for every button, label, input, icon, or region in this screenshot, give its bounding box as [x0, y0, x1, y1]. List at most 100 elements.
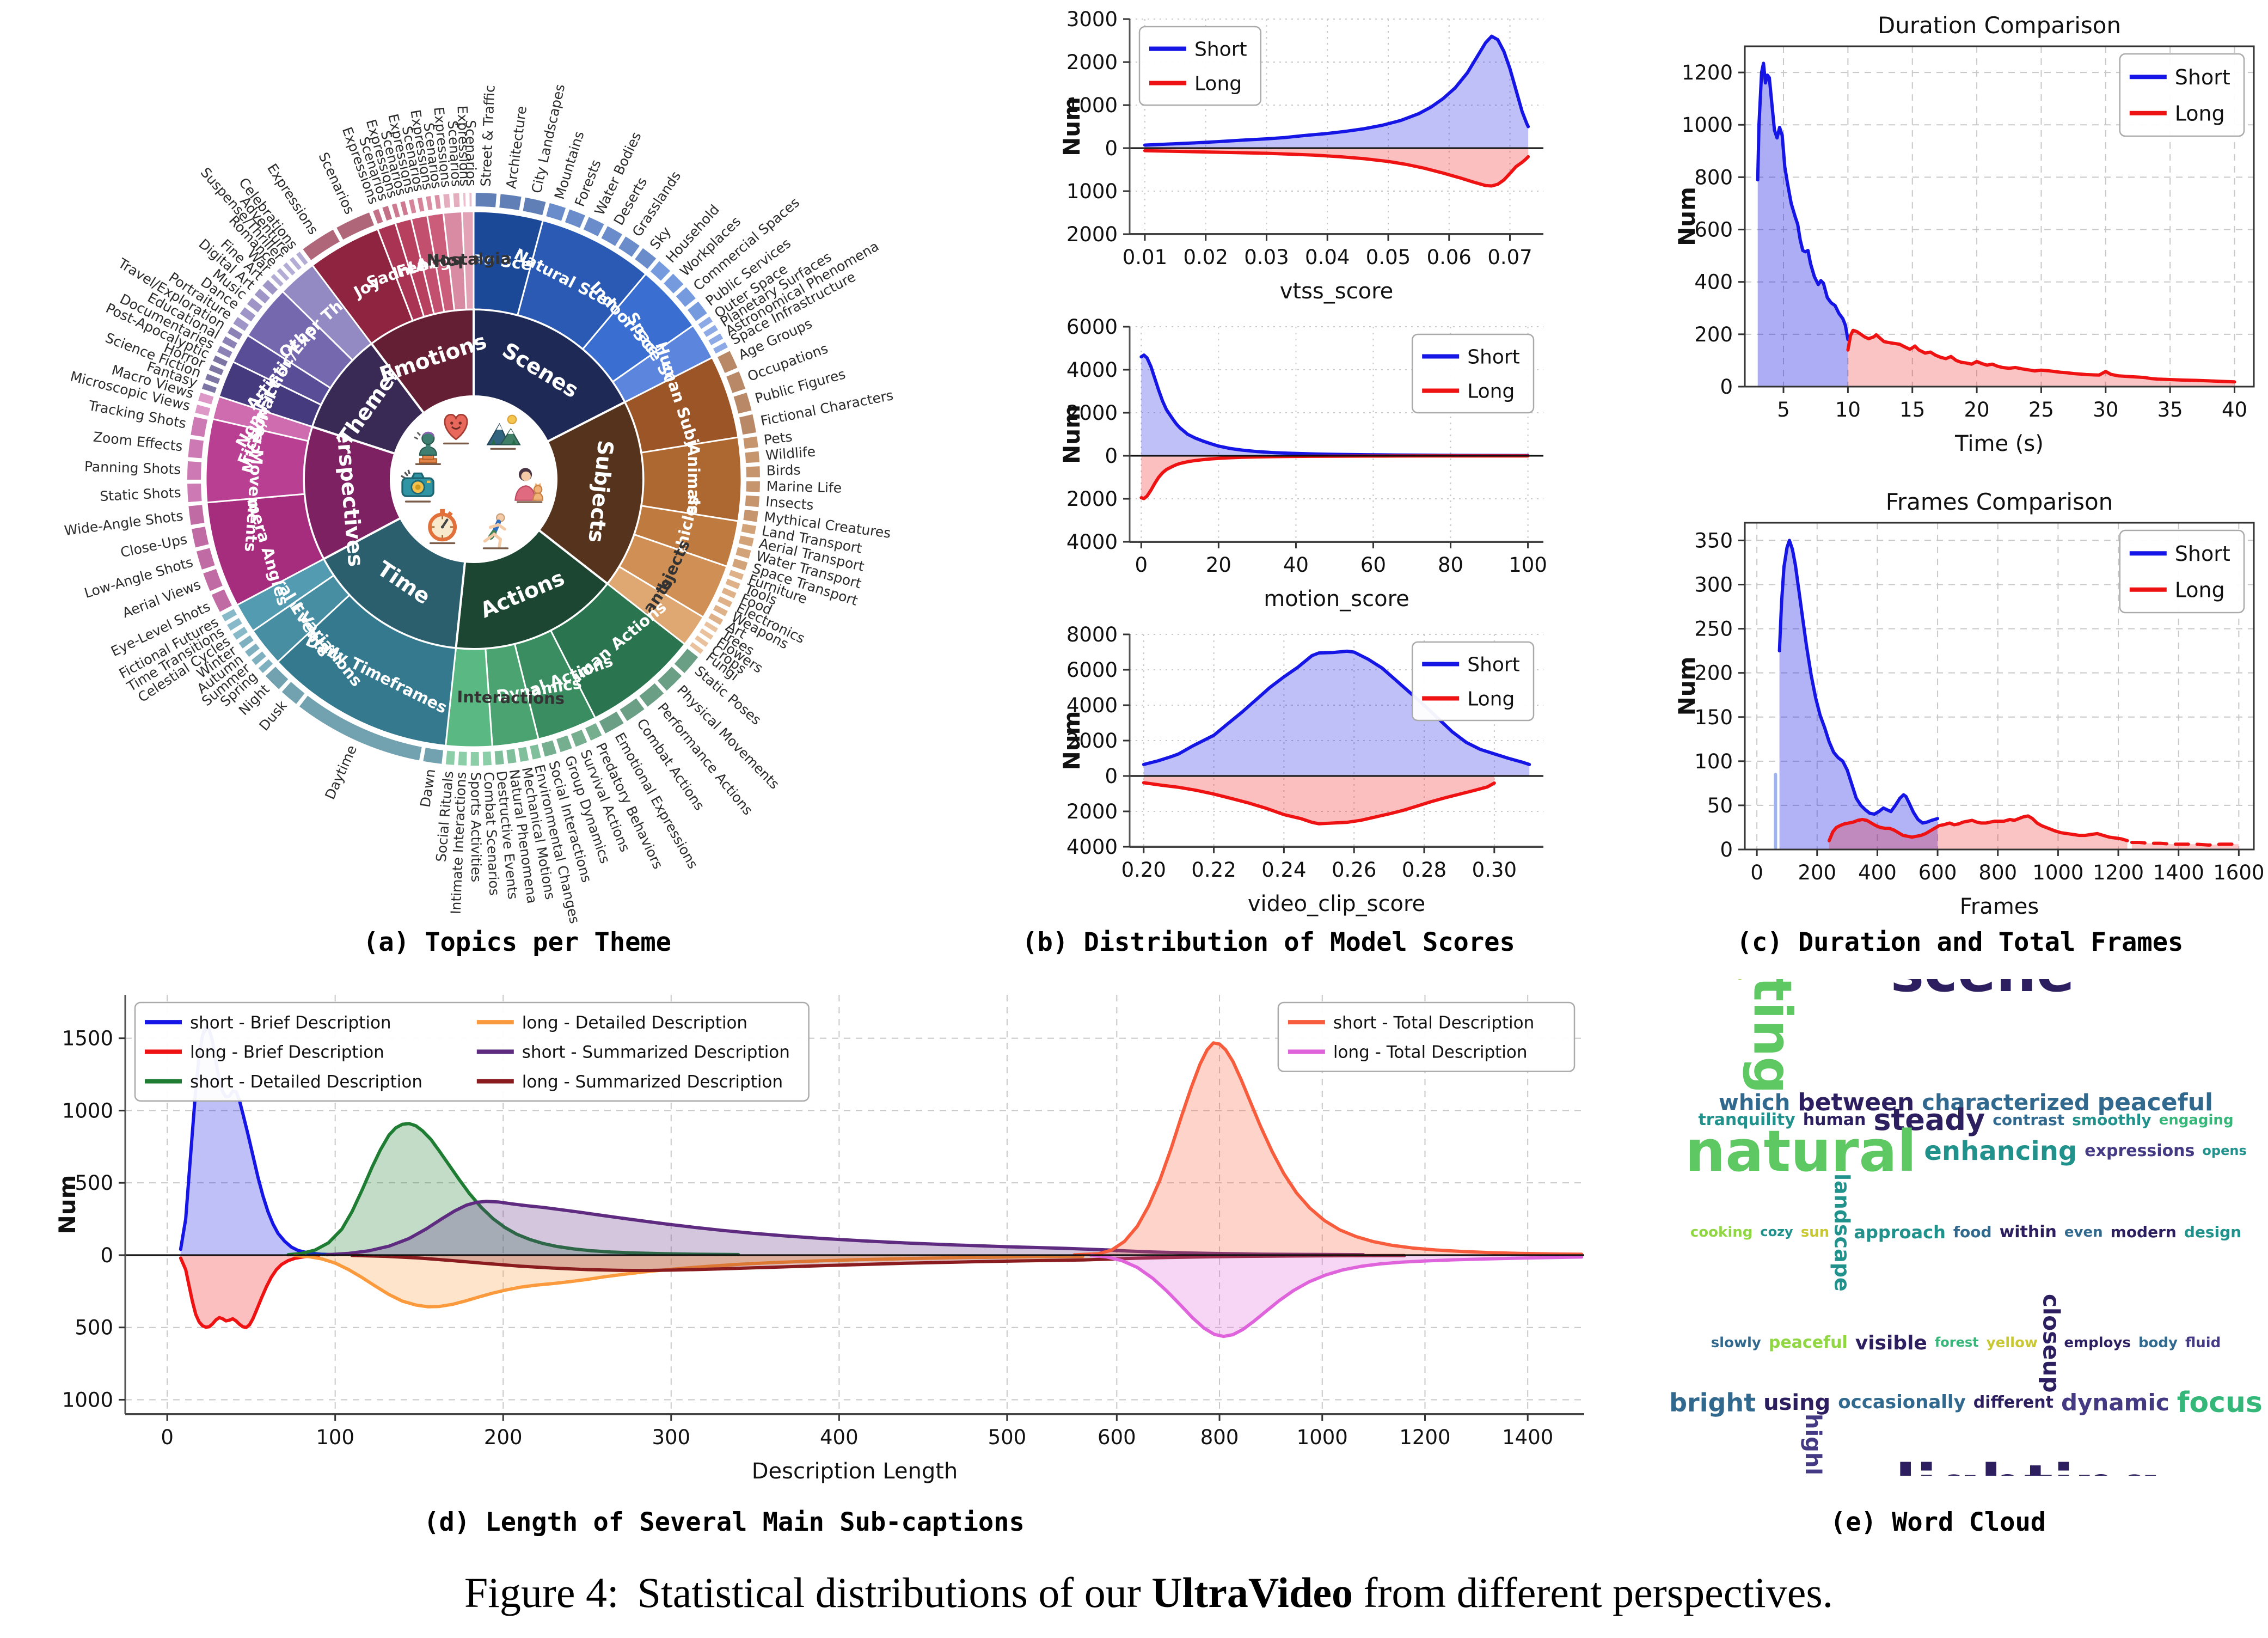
- svg-text:300: 300: [652, 1426, 690, 1449]
- svg-text:Short: Short: [2175, 65, 2230, 89]
- svg-text:1000: 1000: [2032, 861, 2083, 884]
- svg-text:600: 600: [1098, 1426, 1136, 1449]
- svg-text:Num: Num: [54, 1175, 81, 1234]
- cloud-word: even: [2064, 1224, 2103, 1240]
- svg-text:0.22: 0.22: [1191, 858, 1236, 882]
- svg-text:Num: Num: [1674, 187, 1700, 246]
- svg-text:1000: 1000: [62, 1099, 113, 1122]
- svg-text:80: 80: [1438, 553, 1463, 577]
- svg-text:short - Summarized Description: short - Summarized Description: [522, 1043, 790, 1062]
- svg-text:0.02: 0.02: [1184, 246, 1228, 269]
- svg-text:200: 200: [1798, 861, 1836, 884]
- figure-caption-prefix: Figure 4:: [464, 1569, 619, 1616]
- svg-text:Wildlife: Wildlife: [765, 444, 816, 463]
- word-cloud: throughemphasizingfocusinginvitinglighte…: [1665, 979, 2267, 1476]
- svg-text:Scenarios: Scenarios: [463, 120, 479, 186]
- svg-text:350: 350: [1694, 529, 1733, 552]
- legend-box: [2119, 529, 2245, 614]
- svg-text:5: 5: [1777, 398, 1790, 421]
- svg-text:50: 50: [1707, 794, 1733, 817]
- svg-text:20: 20: [1964, 398, 1990, 421]
- svg-text:1200: 1200: [1682, 61, 1733, 84]
- svg-text:0.06: 0.06: [1427, 246, 1472, 269]
- chart-svg-motion: 0 20 40 60 80 100 6000 4000 2000 0 2000 4000 motion_…: [1058, 319, 1547, 612]
- svg-text:vtss_score: vtss_score: [1280, 279, 1394, 304]
- svg-text:Long: Long: [2175, 578, 2225, 602]
- svg-text:3000: 3000: [1066, 11, 1118, 31]
- svg-text:6000: 6000: [1066, 319, 1118, 339]
- svg-text:Long: Long: [1467, 380, 1515, 402]
- svg-text:Birds: Birds: [766, 462, 801, 479]
- cloud-word: smoothly: [2072, 1110, 2151, 1129]
- svg-text:motion_score: motion_score: [1264, 586, 1409, 612]
- cloud-word: approach: [1854, 1222, 1946, 1243]
- svg-text:0.26: 0.26: [1332, 858, 1376, 882]
- svg-text:200: 200: [1694, 323, 1733, 346]
- svg-text:long - Summarized Description: long - Summarized Description: [522, 1072, 783, 1092]
- svg-text:long - Brief Description: long - Brief Description: [190, 1043, 384, 1062]
- svg-text:Nostalgia: Nostalgia: [426, 249, 511, 269]
- description-length-chart: 0 100 200 300 400 500 600 800 1000 1200 1400 1500 10…: [52, 987, 1601, 1501]
- frames-comparison-chart: 0 200 400 600 800 1000 1200 1400 1600 0 50 100 150 20…: [1674, 485, 2267, 937]
- svg-text:1200: 1200: [1399, 1426, 1450, 1449]
- svg-text:Long: Long: [1467, 688, 1515, 710]
- cloud-word: between: [1798, 1089, 1915, 1117]
- video-clip-score-chart: 0.20 0.22 0.24 0.26 0.28 0.30 8000 6000 4000 2000…: [1048, 626, 1557, 928]
- cloud-word: design: [2184, 1223, 2242, 1241]
- svg-text:15: 15: [1899, 398, 1925, 421]
- cloud-word: food: [1953, 1223, 1992, 1241]
- svg-text:Short: Short: [1467, 346, 1520, 368]
- svg-text:0: 0: [1135, 553, 1148, 577]
- svg-text:0: 0: [1720, 838, 1733, 861]
- svg-text:200: 200: [1694, 662, 1733, 685]
- svg-text:Daytime: Daytime: [322, 743, 360, 802]
- svg-text:1500: 1500: [62, 1027, 113, 1050]
- svg-text:2000: 2000: [1066, 800, 1118, 823]
- heart-icon: [443, 414, 469, 445]
- svg-text:1000: 1000: [1066, 94, 1118, 117]
- svg-text:1400: 1400: [2153, 861, 2204, 884]
- cloud-word: bright: [1669, 1388, 1756, 1417]
- svg-text:0.03: 0.03: [1244, 246, 1289, 269]
- cloud-word: cozy: [1760, 1224, 1793, 1240]
- cloud-word: expressions: [2085, 1141, 2195, 1160]
- svg-text:35: 35: [2157, 398, 2183, 421]
- cloud-word: human: [1803, 1110, 1866, 1130]
- svg-text:4000: 4000: [1066, 530, 1118, 554]
- cloud-word: highlighting: [1800, 1414, 1825, 1476]
- cloud-word: dynamic: [2061, 1389, 2169, 1416]
- svg-text:400: 400: [1858, 861, 1897, 884]
- svg-text:800: 800: [1978, 861, 2017, 884]
- svg-text:30: 30: [2093, 398, 2118, 421]
- svg-text:0: 0: [1750, 861, 1763, 884]
- svg-text:Frames: Frames: [1960, 894, 2039, 919]
- svg-text:2000: 2000: [1066, 729, 1118, 753]
- svg-text:Animals: Animals: [684, 444, 703, 515]
- cloud-word: shadows: [2138, 979, 2245, 982]
- svg-text:600: 600: [1694, 218, 1733, 242]
- svg-text:1000: 1000: [62, 1388, 113, 1411]
- cloud-word: landscape: [1830, 1173, 1854, 1292]
- bust-icon: [414, 431, 441, 465]
- svg-text:20: 20: [1206, 553, 1231, 577]
- cloud-word: creating: [1742, 979, 1803, 1094]
- svg-text:2000: 2000: [1066, 487, 1118, 511]
- cloud-word: viewers: [1797, 979, 1883, 981]
- svg-text:short - Brief Description: short - Brief Description: [190, 1013, 391, 1032]
- chart-svg-duration: 5 10 15 20 25 30 35 40020040060080010001200Time…: [1674, 12, 2255, 456]
- svg-text:Duration Comparison: Duration Comparison: [1878, 12, 2121, 39]
- svg-text:0.24: 0.24: [1261, 858, 1306, 882]
- motion-score-chart: 0 20 40 60 80 100 6000 4000 2000 0 2000 4000 motion_…: [1048, 319, 1557, 618]
- svg-text:800: 800: [1200, 1426, 1239, 1449]
- svg-text:100: 100: [316, 1426, 354, 1449]
- svg-text:Static Shots: Static Shots: [100, 485, 182, 504]
- svg-text:Num: Num: [1058, 405, 1085, 464]
- cloud-word: steady: [1873, 1103, 1985, 1138]
- svg-text:25: 25: [2028, 398, 2054, 421]
- cloud-word: scene: [1890, 979, 2075, 1000]
- cloud-word: occasionally: [1838, 1391, 1966, 1414]
- cloud-word: using: [1763, 1390, 1831, 1416]
- caption-c: (c) Duration and Total Frames: [1736, 927, 2184, 957]
- cloud-word: peaceful: [2097, 1089, 2214, 1117]
